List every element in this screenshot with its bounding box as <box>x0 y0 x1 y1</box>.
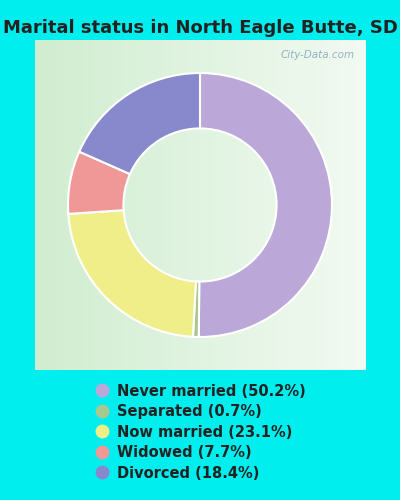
Text: Marital status in North Eagle Butte, SD: Marital status in North Eagle Butte, SD <box>2 19 398 37</box>
Legend: Never married (50.2%), Separated (0.7%), Now married (23.1%), Widowed (7.7%), Di: Never married (50.2%), Separated (0.7%),… <box>90 380 310 486</box>
Wedge shape <box>68 210 196 337</box>
Wedge shape <box>193 282 199 337</box>
Wedge shape <box>79 73 200 174</box>
Wedge shape <box>199 73 332 337</box>
Wedge shape <box>68 152 130 214</box>
Text: City-Data.com: City-Data.com <box>281 50 355 60</box>
